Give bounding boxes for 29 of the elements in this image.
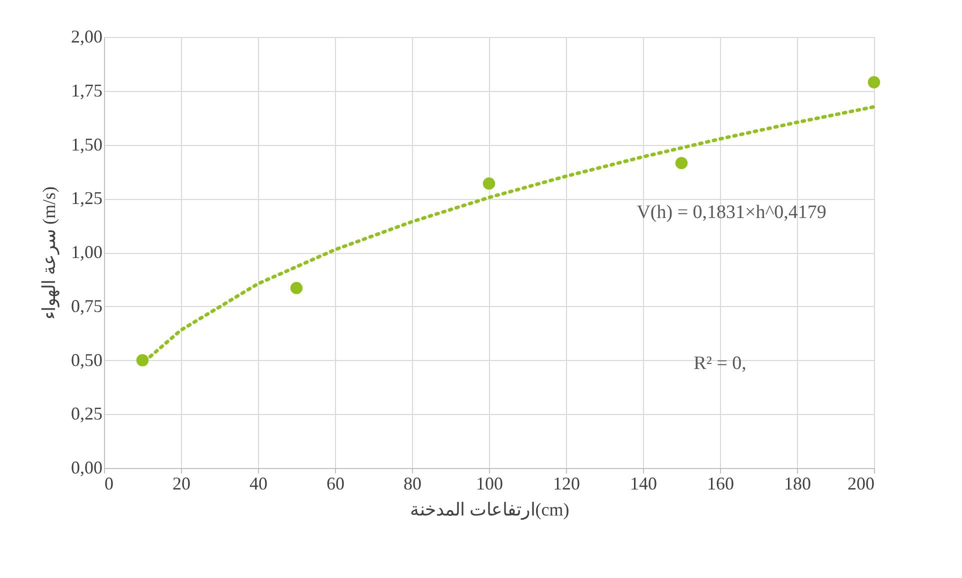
y-tick-label: 1,75 — [71, 80, 102, 100]
x-tick-label: 40 — [250, 474, 268, 494]
y-tick-label: 0,25 — [71, 404, 102, 424]
point — [675, 156, 688, 170]
annotation: V(h) = 0,1831×h^0,4179 — [636, 202, 826, 224]
y-tick-label: 0,50 — [71, 350, 102, 370]
y-tick-label: 1,25 — [71, 188, 102, 208]
x-tick-label: 180 — [784, 474, 811, 494]
x-tick-label: 0 — [104, 474, 114, 494]
point — [136, 354, 149, 366]
x-tick-label: 140 — [630, 474, 657, 494]
x-tick-label: 100 — [476, 474, 503, 494]
y-tick-label: 1,50 — [71, 134, 102, 154]
y-tick-label: 1,00 — [71, 242, 102, 262]
x-tick-label: 160 — [707, 474, 734, 494]
x-tick-label: 60 — [326, 474, 344, 494]
x-tick-label: 120 — [553, 474, 580, 494]
y-axis-title: سرعة الهواء (m/s) — [39, 186, 60, 320]
y-tick-label: 0,75 — [71, 296, 102, 316]
point — [482, 177, 496, 190]
x-tick-label: 20 — [172, 474, 190, 494]
x-axis-title: ارتفاعات المدخنة(cm) — [410, 500, 570, 520]
y-tick-label: 2,00 — [71, 26, 102, 46]
point — [868, 76, 880, 88]
y-tick-label: 0,00 — [71, 458, 102, 478]
x-tick-label: 200 — [848, 474, 874, 494]
annotation: R² = 0, — [694, 352, 746, 374]
x-tick-label: 80 — [404, 474, 422, 494]
point — [290, 282, 303, 294]
